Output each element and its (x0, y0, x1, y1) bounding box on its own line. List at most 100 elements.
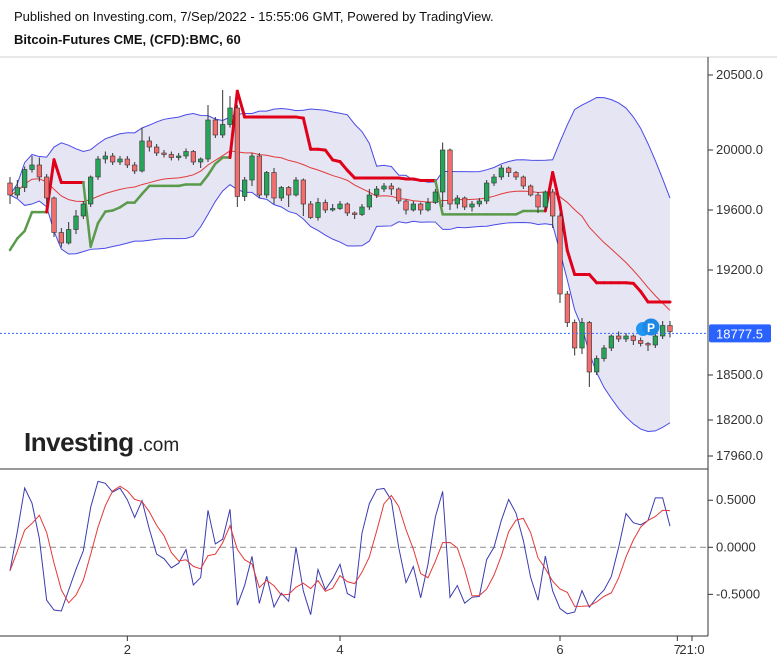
candle-body (652, 335, 658, 346)
marker-badge[interactable]: P (636, 318, 660, 337)
candle-body (36, 164, 42, 178)
candle-body (249, 155, 255, 181)
candle (579, 318, 585, 354)
candle (608, 334, 614, 351)
candle (572, 319, 578, 356)
candle (513, 171, 519, 180)
candle-body (7, 182, 13, 196)
time-tick-label: 2 (124, 642, 131, 657)
candle (102, 151, 108, 164)
candle-body (660, 325, 666, 337)
candle-body (337, 203, 343, 209)
price-tick-label: 20500.0 (716, 67, 763, 82)
candlesticks (7, 90, 673, 387)
candle (528, 184, 534, 197)
candle-body (418, 203, 424, 211)
candle-body (344, 203, 350, 214)
candle-body (528, 185, 534, 196)
candle (73, 210, 79, 234)
candle-body (205, 119, 211, 160)
candle-body (315, 202, 321, 218)
candle (616, 331, 622, 342)
candle (168, 151, 174, 161)
price-tick-label: 19600.0 (716, 202, 763, 217)
investing-logo: Investing .com (24, 427, 179, 457)
candle-body (22, 169, 28, 188)
candle (14, 180, 20, 198)
candle (381, 183, 387, 192)
supertrend-segment (345, 168, 357, 180)
candle-body (190, 151, 196, 163)
candle-body (58, 232, 64, 244)
candle-body (484, 182, 490, 202)
candle (550, 189, 556, 228)
supertrend-segment (301, 116, 313, 151)
candle (440, 142, 446, 207)
candle-body (264, 172, 270, 196)
price-tick-label: 18500.0 (716, 367, 763, 382)
candle-body (667, 325, 673, 332)
candle-body (410, 203, 416, 211)
candle (308, 201, 314, 219)
candle (44, 174, 50, 204)
candle (286, 186, 292, 207)
candle (645, 342, 651, 351)
candle (124, 156, 130, 168)
candle (425, 198, 431, 212)
candle (330, 204, 336, 212)
candle-body (440, 149, 446, 193)
candle (660, 321, 666, 339)
time-tick-label: 4 (336, 642, 343, 657)
time-tick-label: 21:0 (679, 642, 704, 657)
candle-body (44, 176, 50, 199)
candle (374, 186, 380, 198)
candle-body (146, 140, 152, 148)
candle-body (564, 293, 570, 323)
candle-body (278, 187, 284, 199)
supertrend-segment (140, 184, 151, 196)
candle (264, 171, 270, 198)
price-tick-label: 17960.0 (716, 448, 763, 463)
candle-body (102, 155, 108, 160)
candle-body (462, 197, 468, 208)
candle (249, 153, 255, 186)
candle (520, 175, 526, 189)
candle-body (300, 179, 306, 205)
candle-body (322, 202, 328, 211)
candle-body (388, 185, 394, 190)
supertrend-segment (565, 249, 577, 276)
candle-body (66, 229, 72, 244)
time-tick-label: 6 (556, 642, 563, 657)
supertrend-segment (323, 148, 335, 162)
candle-body (476, 200, 482, 205)
candle (315, 198, 321, 221)
candle (403, 199, 409, 215)
supertrend-segment (199, 173, 210, 186)
candle-body (154, 146, 160, 154)
candle-body (198, 158, 204, 163)
candle-body (330, 208, 336, 211)
candle (469, 201, 475, 212)
candle-body (220, 124, 226, 136)
candle (418, 202, 424, 215)
candle (198, 157, 204, 168)
supertrend-segment (96, 210, 107, 225)
candle (396, 187, 402, 204)
supertrend-segment (228, 89, 239, 160)
candle (234, 105, 240, 207)
candle (212, 117, 218, 138)
candle-body (161, 152, 167, 155)
candle-body (491, 176, 497, 184)
symbol-title: Bitcoin-Futures CME, (CFD):BMC, 60 (14, 32, 241, 47)
candle-body (542, 191, 548, 208)
supertrend-segment (118, 201, 129, 209)
candle (454, 195, 460, 209)
candle-body (29, 164, 35, 170)
osc-tick-label: 0.0000 (716, 539, 756, 554)
candle (535, 192, 541, 213)
candle-body (623, 335, 629, 340)
supertrend-segment (631, 281, 643, 294)
candle-body (396, 188, 402, 202)
supertrend-segment (89, 221, 100, 248)
